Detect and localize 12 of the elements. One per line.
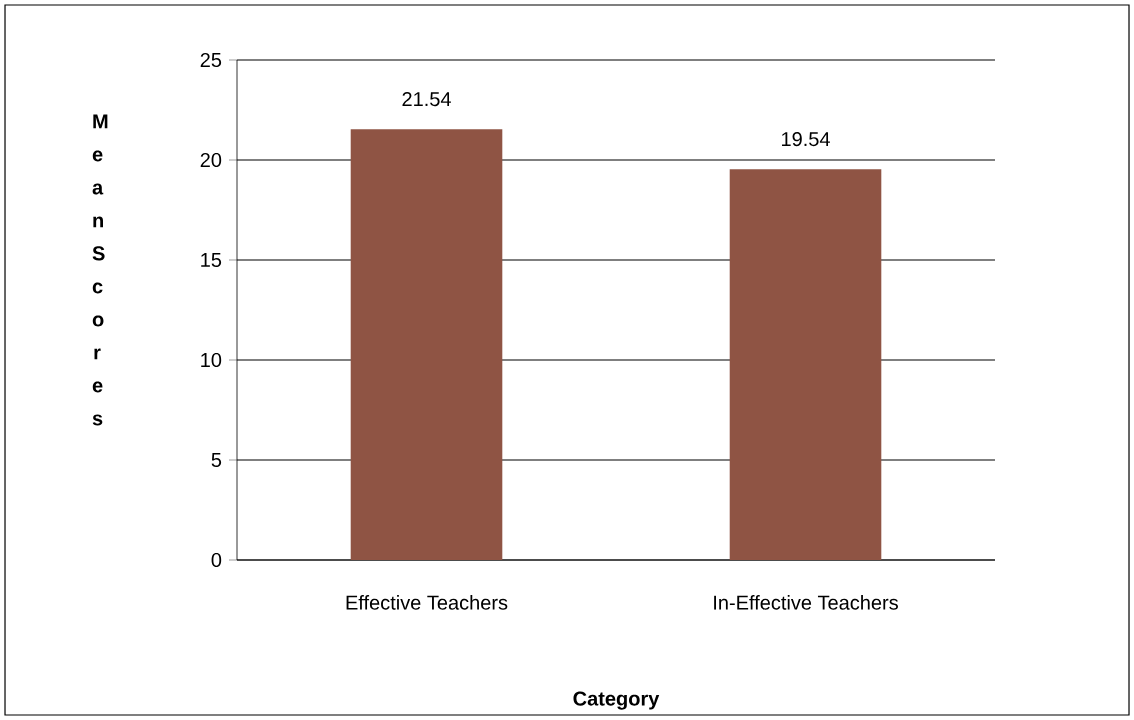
data-label: 19.54 bbox=[782, 131, 830, 147]
y-tick-label: 15 bbox=[201, 253, 222, 267]
y-tick-label: 5 bbox=[211, 453, 222, 467]
x-tick-label: In-Effective Teachers bbox=[714, 595, 898, 610]
y-tick-label: 25 bbox=[200, 52, 222, 68]
y-tick-label: 0 bbox=[211, 552, 222, 568]
y-tick-label: 10 bbox=[201, 352, 222, 368]
x-tick-label: Effective Teachers bbox=[346, 595, 508, 610]
data-label: 21.54 bbox=[402, 91, 451, 107]
text: Mean Scores bbox=[92, 114, 108, 426]
x-axis-title: Category bbox=[573, 691, 660, 710]
y-tick-label: 20 bbox=[200, 152, 222, 168]
